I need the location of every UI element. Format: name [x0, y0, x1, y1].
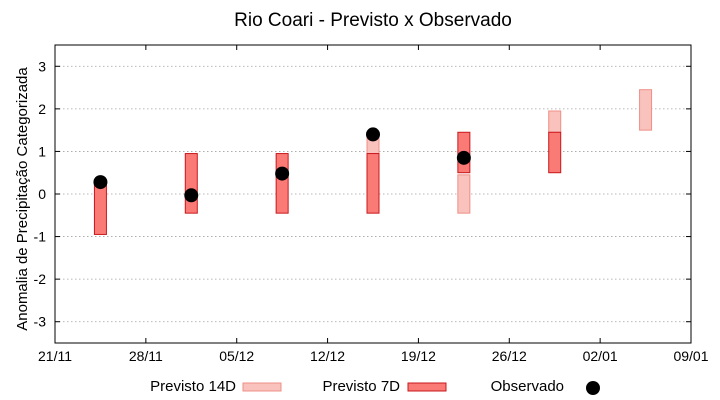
- previsto-14d-bar: [639, 89, 653, 131]
- x-tick-label: 28/11: [129, 348, 163, 364]
- legend-label-previsto-7d: Previsto 7D: [322, 378, 400, 395]
- x-tick-label: 26/12: [492, 348, 527, 364]
- previsto-14d-bar: [548, 110, 562, 133]
- previsto-7d-series: [93, 131, 562, 235]
- y-axis-ticks: -3 -2 -1 0 1 2 3: [34, 58, 691, 330]
- x-tick-label: 12/12: [310, 348, 345, 364]
- y-tick-label: 1: [38, 143, 46, 159]
- x-tick-label: 02/01: [583, 348, 618, 364]
- y-tick-label: 3: [38, 58, 46, 74]
- legend-marker-observado: [586, 381, 600, 395]
- y-tick-label: -3: [34, 314, 47, 330]
- legend-swatch-previsto-7d: [407, 382, 447, 392]
- x-tick-label: 19/12: [401, 348, 436, 364]
- observado-point: [366, 127, 380, 142]
- legend-label-observado: Observado: [491, 378, 564, 395]
- x-tick-label: 09/01: [673, 348, 708, 364]
- y-axis-label: Anomalia de Precipitação Categorizada: [14, 67, 31, 331]
- observado-point: [93, 175, 108, 190]
- previsto-7d-bar: [184, 153, 198, 214]
- x-tick-label: 21/11: [38, 348, 72, 364]
- legend-item-previsto-14d: Previsto 14D: [150, 378, 282, 395]
- observado-point: [456, 150, 471, 165]
- legend-item-previsto-7d: Previsto 7D: [322, 378, 447, 395]
- observado-series: [93, 127, 471, 203]
- previsto-7d-bar: [366, 153, 380, 214]
- previsto-7d-bar: [93, 180, 107, 235]
- y-tick-label: -2: [34, 271, 47, 287]
- y-tick-label: 2: [38, 101, 46, 117]
- observado-point: [184, 188, 199, 203]
- legend-label-previsto-14d: Previsto 14D: [150, 378, 236, 395]
- observado-point: [275, 166, 290, 181]
- previsto-14d-bar: [457, 174, 471, 214]
- chart-title: Rio Coari - Previsto x Observado: [234, 10, 512, 31]
- x-axis-ticks: 21/11 28/11 05/12 12/12 19/12 26/12 02/01 09/01: [38, 45, 709, 364]
- y-tick-label: -1: [34, 229, 47, 245]
- legend-swatch-previsto-14d: [242, 382, 282, 392]
- previsto-7d-bar: [548, 131, 562, 174]
- x-tick-label: 05/12: [219, 348, 254, 364]
- y-tick-label: 0: [38, 186, 46, 202]
- previsto-14d-series: [366, 89, 653, 214]
- legend-item-observado: Observado: [491, 378, 600, 395]
- legend: Previsto 14D Previsto 7D Observado: [150, 378, 600, 395]
- previsto-7d-bar: [275, 153, 289, 214]
